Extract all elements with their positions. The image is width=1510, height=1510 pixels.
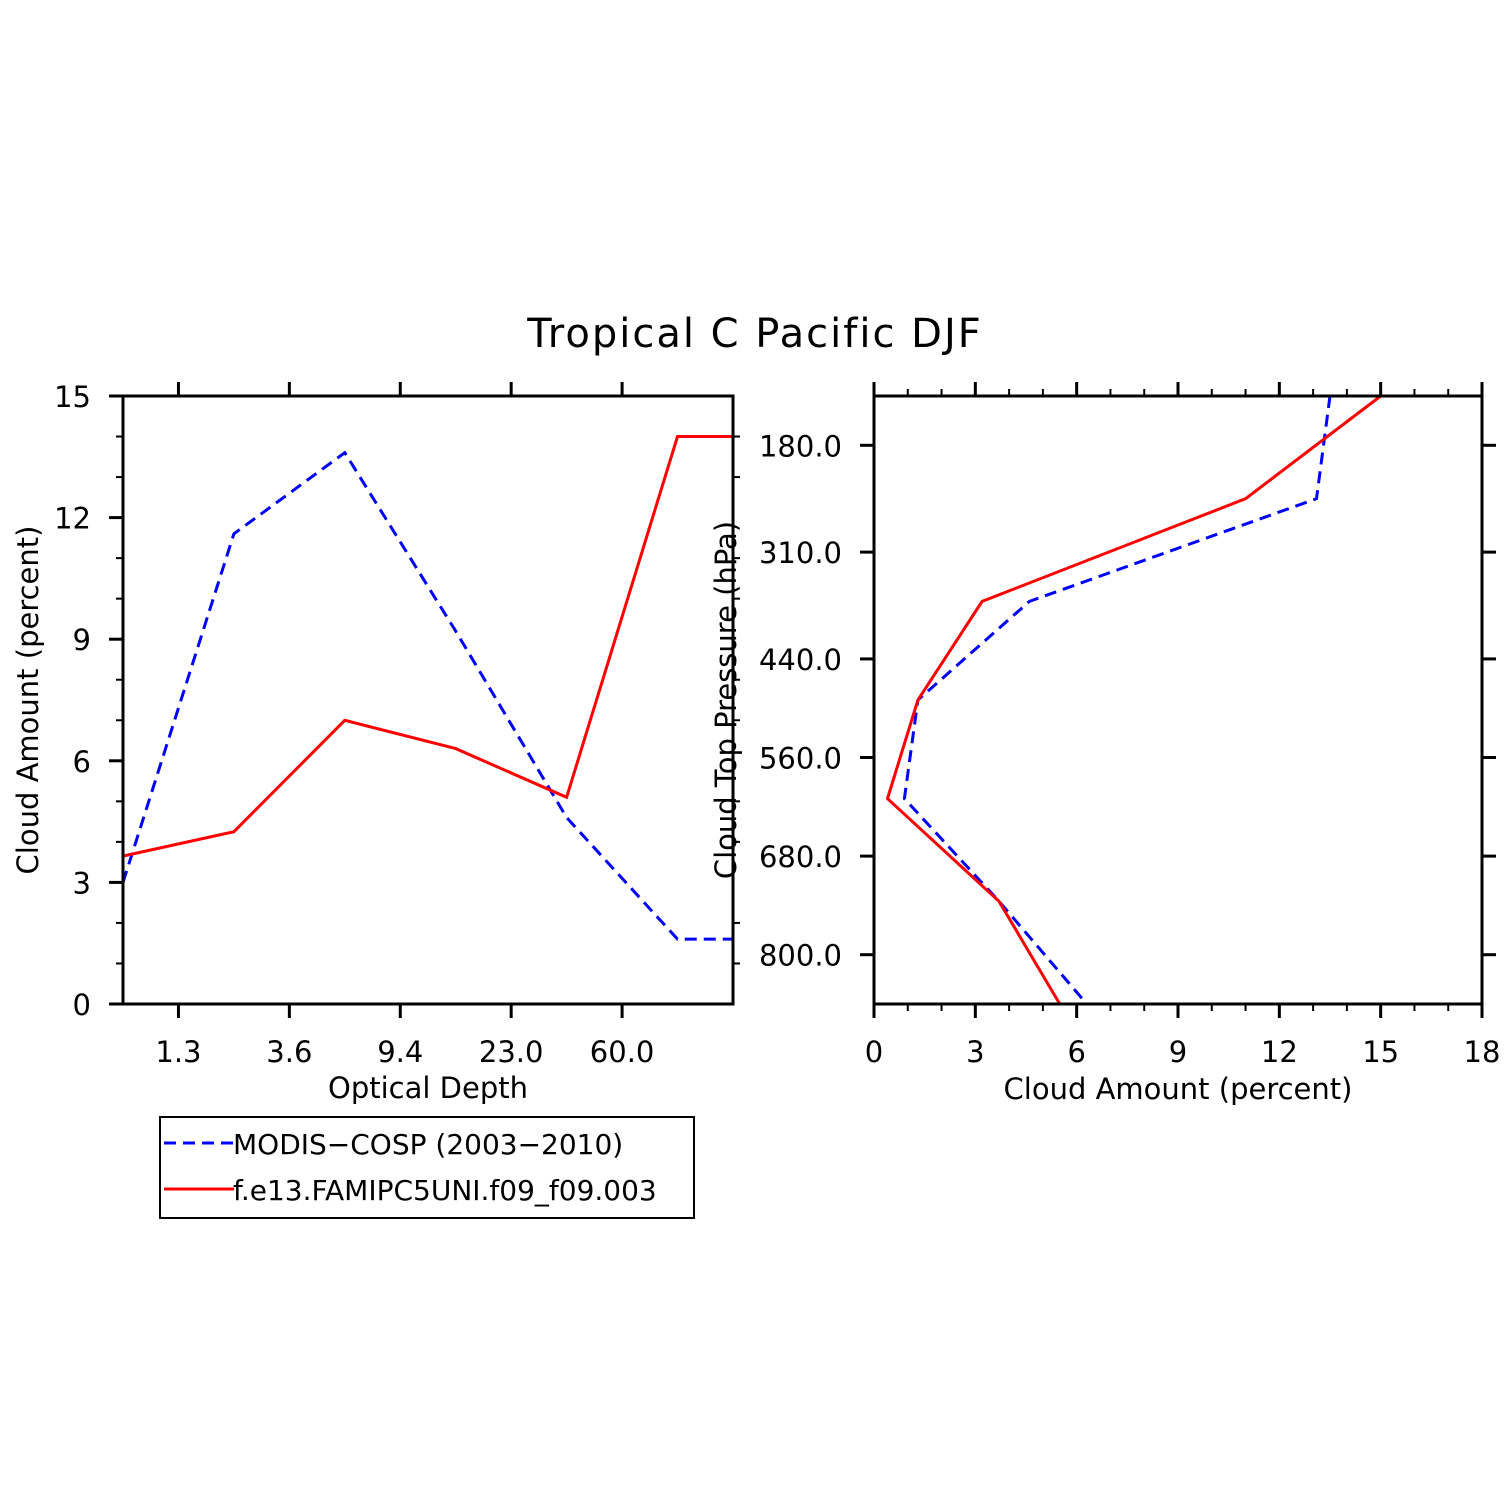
legend-label-modis: MODIS−COSP (2003−2010) <box>233 1128 623 1161</box>
x-tick-label: 0 <box>865 1035 883 1069</box>
x-tick-label: 3.6 <box>266 1035 312 1069</box>
y-tick-label: 0 <box>73 988 91 1022</box>
optical-depth-plot-frame <box>121 394 735 1006</box>
x-tick-label: 12 <box>1261 1035 1298 1069</box>
x-tick-label: 3 <box>966 1035 984 1069</box>
legend-label-model: f.e13.FAMIPC5UNI.f09_f09.003 <box>233 1174 657 1207</box>
legend: MODIS−COSP (2003−2010) f.e13.FAMIPC5UNI.… <box>159 1116 695 1219</box>
x-tick-label: 9 <box>1169 1035 1187 1069</box>
x-tick-label: 9.4 <box>377 1035 423 1069</box>
x-tick-label: 15 <box>1362 1035 1399 1069</box>
legend-box <box>159 1116 695 1219</box>
y-tick-label: 12 <box>54 502 91 536</box>
y-tick-label: 440.0 <box>759 643 842 677</box>
model-series-line <box>122 435 733 858</box>
cloud-amount-x-axis-label: Cloud Amount (percent) <box>1004 1072 1353 1106</box>
y-tick-label: 310.0 <box>759 536 842 570</box>
x-tick-label: 18 <box>1464 1035 1501 1069</box>
x-tick-label: 23.0 <box>479 1035 544 1069</box>
optical-depth-y-axis-label: Cloud Amount (percent) <box>11 526 45 875</box>
chart-title: Tropical C Pacific DJF <box>526 311 983 357</box>
y-tick-label: 6 <box>73 745 91 779</box>
x-tick-label: 60.0 <box>590 1035 655 1069</box>
y-tick-label: 680.0 <box>759 840 842 874</box>
optical-depth-x-axis-label: Optical Depth <box>328 1071 528 1105</box>
cloud-top-pressure-y-axis-label: Cloud Top Pressure (hPa) <box>709 521 743 879</box>
y-tick-label: 800.0 <box>759 939 842 973</box>
cloud-top-pressure-panel: 0 3 6 9 12 15 18 180.0 310.0 440.0 560.0 680.0 800.0… <box>709 382 1500 1106</box>
y-tick-label: 180.0 <box>759 429 842 463</box>
y-tick-label: 560.0 <box>759 742 842 776</box>
y-tick-label: 3 <box>73 866 91 900</box>
x-tick-label: 1.3 <box>155 1035 201 1069</box>
y-tick-label: 9 <box>73 623 91 657</box>
modis-series-line <box>121 450 733 941</box>
y-tick-label: 15 <box>54 380 91 414</box>
x-tick-label: 6 <box>1067 1035 1085 1069</box>
model-profile-line <box>885 394 1382 1005</box>
